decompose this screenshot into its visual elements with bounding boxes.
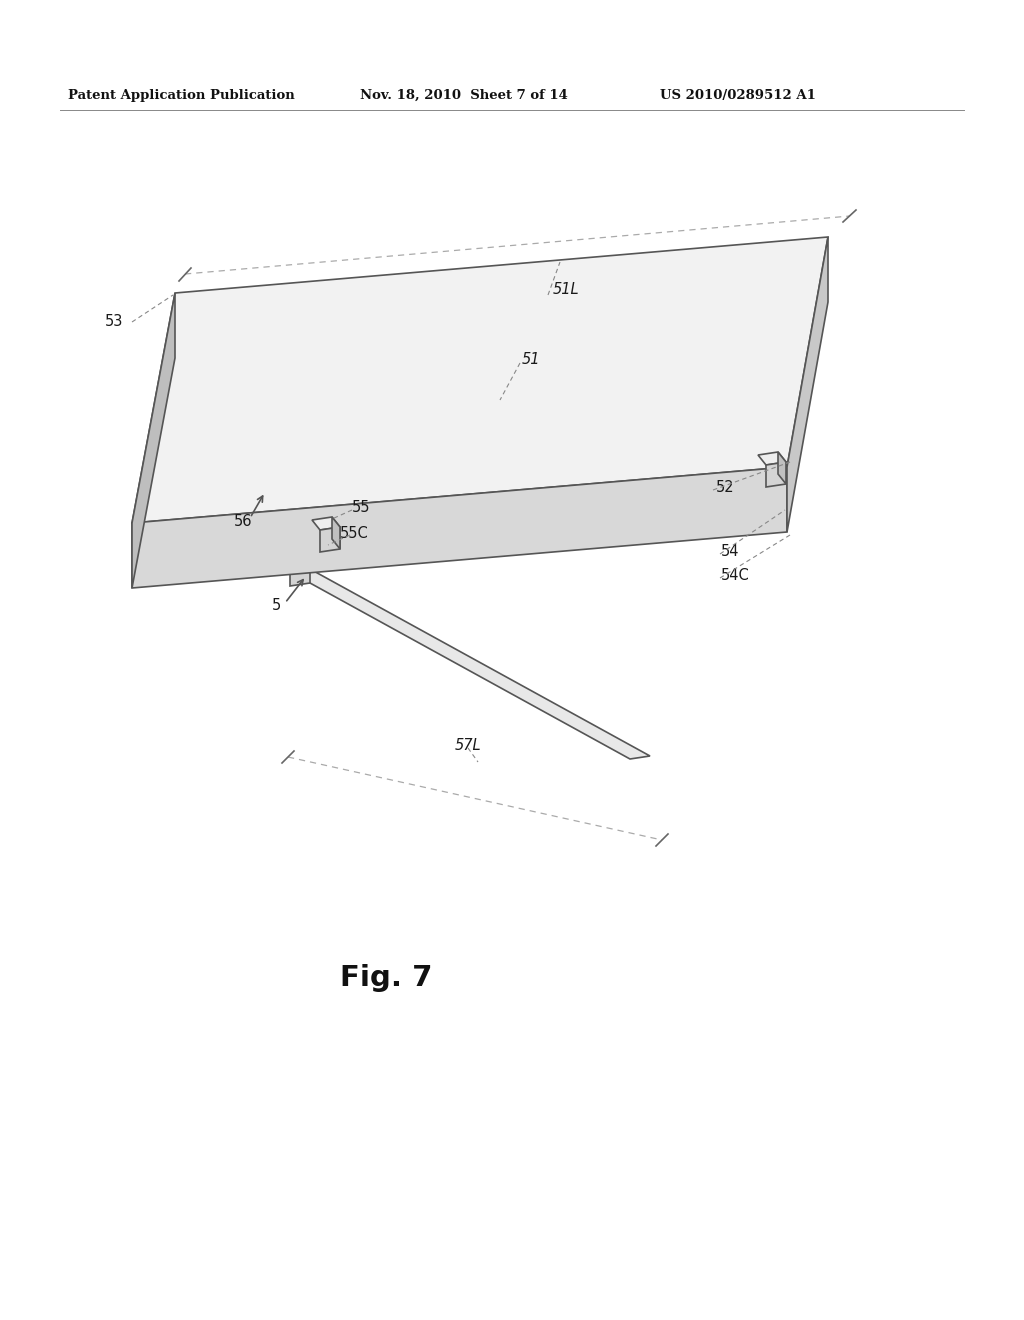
Polygon shape bbox=[332, 517, 340, 549]
Polygon shape bbox=[758, 451, 786, 465]
Text: 51: 51 bbox=[522, 352, 541, 367]
Polygon shape bbox=[766, 462, 786, 487]
Polygon shape bbox=[290, 569, 650, 759]
Polygon shape bbox=[132, 238, 828, 523]
Text: 56: 56 bbox=[234, 513, 253, 528]
Text: Nov. 18, 2010  Sheet 7 of 14: Nov. 18, 2010 Sheet 7 of 14 bbox=[360, 88, 568, 102]
Text: 54: 54 bbox=[721, 544, 739, 558]
Text: Patent Application Publication: Patent Application Publication bbox=[68, 88, 295, 102]
Polygon shape bbox=[132, 467, 787, 587]
Text: 55C: 55C bbox=[340, 525, 369, 540]
Text: Fig. 7: Fig. 7 bbox=[340, 964, 432, 993]
Polygon shape bbox=[312, 517, 340, 531]
Text: 51L: 51L bbox=[553, 282, 580, 297]
Text: 5: 5 bbox=[272, 598, 282, 614]
Polygon shape bbox=[290, 569, 310, 586]
Text: US 2010/0289512 A1: US 2010/0289512 A1 bbox=[660, 88, 816, 102]
Text: 53: 53 bbox=[105, 314, 123, 330]
Text: 55: 55 bbox=[352, 499, 371, 515]
Polygon shape bbox=[132, 293, 175, 587]
Text: 57L: 57L bbox=[455, 738, 481, 752]
Polygon shape bbox=[778, 451, 786, 484]
Text: 54C: 54C bbox=[721, 569, 750, 583]
Polygon shape bbox=[319, 527, 340, 552]
Text: 52: 52 bbox=[716, 480, 734, 495]
Polygon shape bbox=[787, 238, 828, 532]
